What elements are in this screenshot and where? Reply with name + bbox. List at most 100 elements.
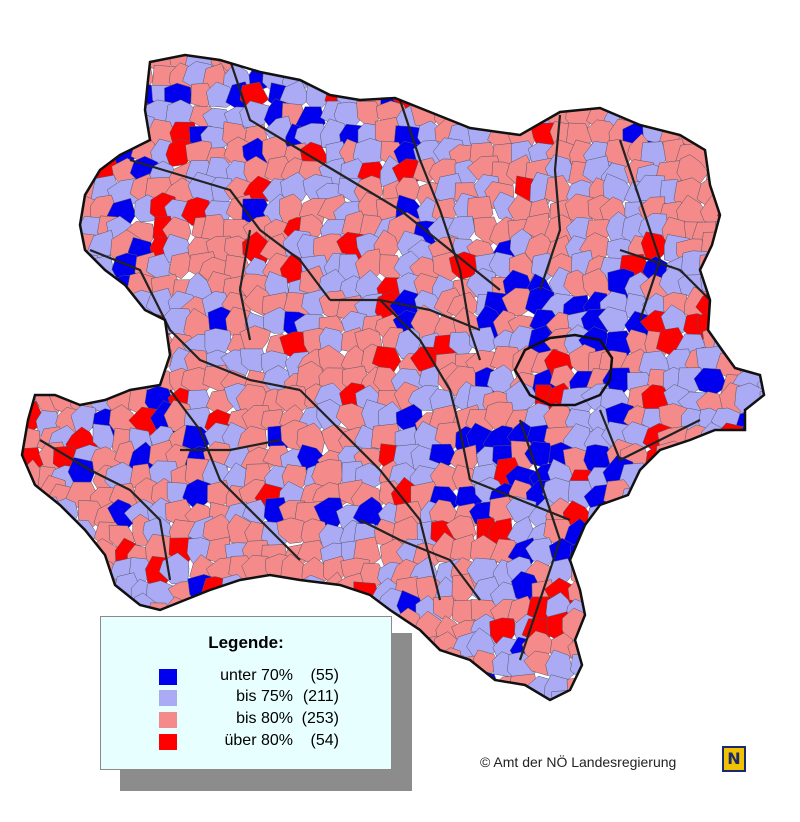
legend-count: (253): [301, 710, 339, 727]
district-border: [39, 439, 172, 581]
municipality: [602, 570, 632, 603]
municipality: [678, 480, 709, 518]
municipality: [279, 29, 312, 54]
municipality: [74, 687, 100, 700]
district-border: [598, 409, 701, 462]
municipality: [241, 26, 266, 52]
municipality: [623, 81, 651, 112]
municipality: [604, 689, 635, 700]
municipality: [71, 365, 100, 394]
municipality: [757, 179, 764, 209]
municipality: [0, 426, 21, 451]
legend-swatch: [159, 690, 177, 706]
municipality: [605, 519, 636, 547]
municipality: [87, 55, 115, 61]
municipality: [335, 60, 369, 92]
municipality: [430, 690, 462, 700]
municipality: [581, 633, 611, 665]
municipality: [354, 55, 384, 56]
district-border: [89, 248, 301, 392]
municipality: [22, 291, 43, 322]
municipality: [715, 221, 743, 251]
municipality: [73, 55, 105, 56]
municipality: [562, 55, 595, 70]
district-border: [359, 519, 481, 601]
municipality: [642, 55, 673, 57]
municipality: [86, 84, 118, 115]
municipality: [473, 28, 498, 52]
municipality: [266, 55, 294, 57]
municipality: [754, 83, 764, 112]
municipality: [318, 55, 348, 73]
municipality: [590, 27, 617, 54]
municipality: [758, 236, 764, 267]
municipality: [74, 84, 103, 115]
municipality: [641, 69, 671, 95]
municipality: [600, 62, 631, 93]
municipality: [22, 309, 24, 346]
municipality: [734, 55, 764, 72]
municipality: [719, 159, 753, 187]
municipality: [603, 543, 632, 573]
municipality: [70, 333, 103, 363]
municipality: [22, 239, 48, 265]
municipality: [675, 83, 704, 112]
municipality: [22, 498, 45, 527]
municipality: [749, 334, 764, 364]
municipality: [22, 589, 45, 622]
municipality: [22, 481, 24, 515]
municipality: [65, 540, 100, 570]
municipality: [509, 55, 540, 57]
municipality: [640, 558, 672, 583]
municipality: [738, 66, 764, 96]
municipality: [698, 253, 729, 279]
legend-label: bis 75%: [236, 688, 293, 705]
municipality: [718, 81, 748, 111]
municipality: [607, 500, 634, 533]
municipality: [32, 672, 61, 700]
municipality: [67, 554, 100, 587]
municipality: [22, 143, 45, 169]
municipality: [715, 106, 747, 137]
municipality: [73, 596, 102, 629]
municipality: [621, 558, 647, 587]
municipality: [72, 347, 102, 376]
municipality: [50, 635, 84, 665]
municipality: [22, 409, 25, 436]
municipality: [704, 594, 731, 627]
municipality: [718, 138, 750, 165]
municipality: [22, 87, 45, 118]
municipality: [737, 523, 763, 554]
municipality: [735, 688, 764, 700]
municipality: [680, 55, 713, 75]
municipality: [714, 234, 747, 265]
legend: Legende: unter 70% (55) bis 75% (211) bi…: [100, 616, 392, 770]
district-border: [330, 298, 481, 332]
municipality: [22, 213, 26, 245]
municipality: [338, 55, 371, 77]
municipality: [50, 498, 79, 527]
municipality: [742, 196, 764, 228]
municipality: [701, 520, 726, 550]
municipality: [71, 55, 105, 79]
municipality: [52, 251, 80, 281]
legend-swatch: [159, 712, 177, 728]
municipality: [112, 96, 145, 131]
municipality: [717, 445, 746, 477]
municipality: [35, 218, 60, 252]
municipality: [56, 275, 86, 303]
municipality: [90, 350, 122, 380]
municipality: [397, 58, 429, 92]
municipality: [452, 675, 485, 700]
municipality: [720, 592, 747, 623]
municipality: [76, 103, 108, 135]
municipality: [89, 55, 124, 73]
municipality: [451, 692, 487, 700]
municipality: [38, 180, 64, 210]
municipality: [22, 336, 40, 360]
municipality: [623, 498, 653, 531]
municipality: [474, 99, 503, 128]
municipality: [371, 345, 401, 374]
municipality: [22, 462, 27, 490]
municipality: [622, 669, 649, 700]
